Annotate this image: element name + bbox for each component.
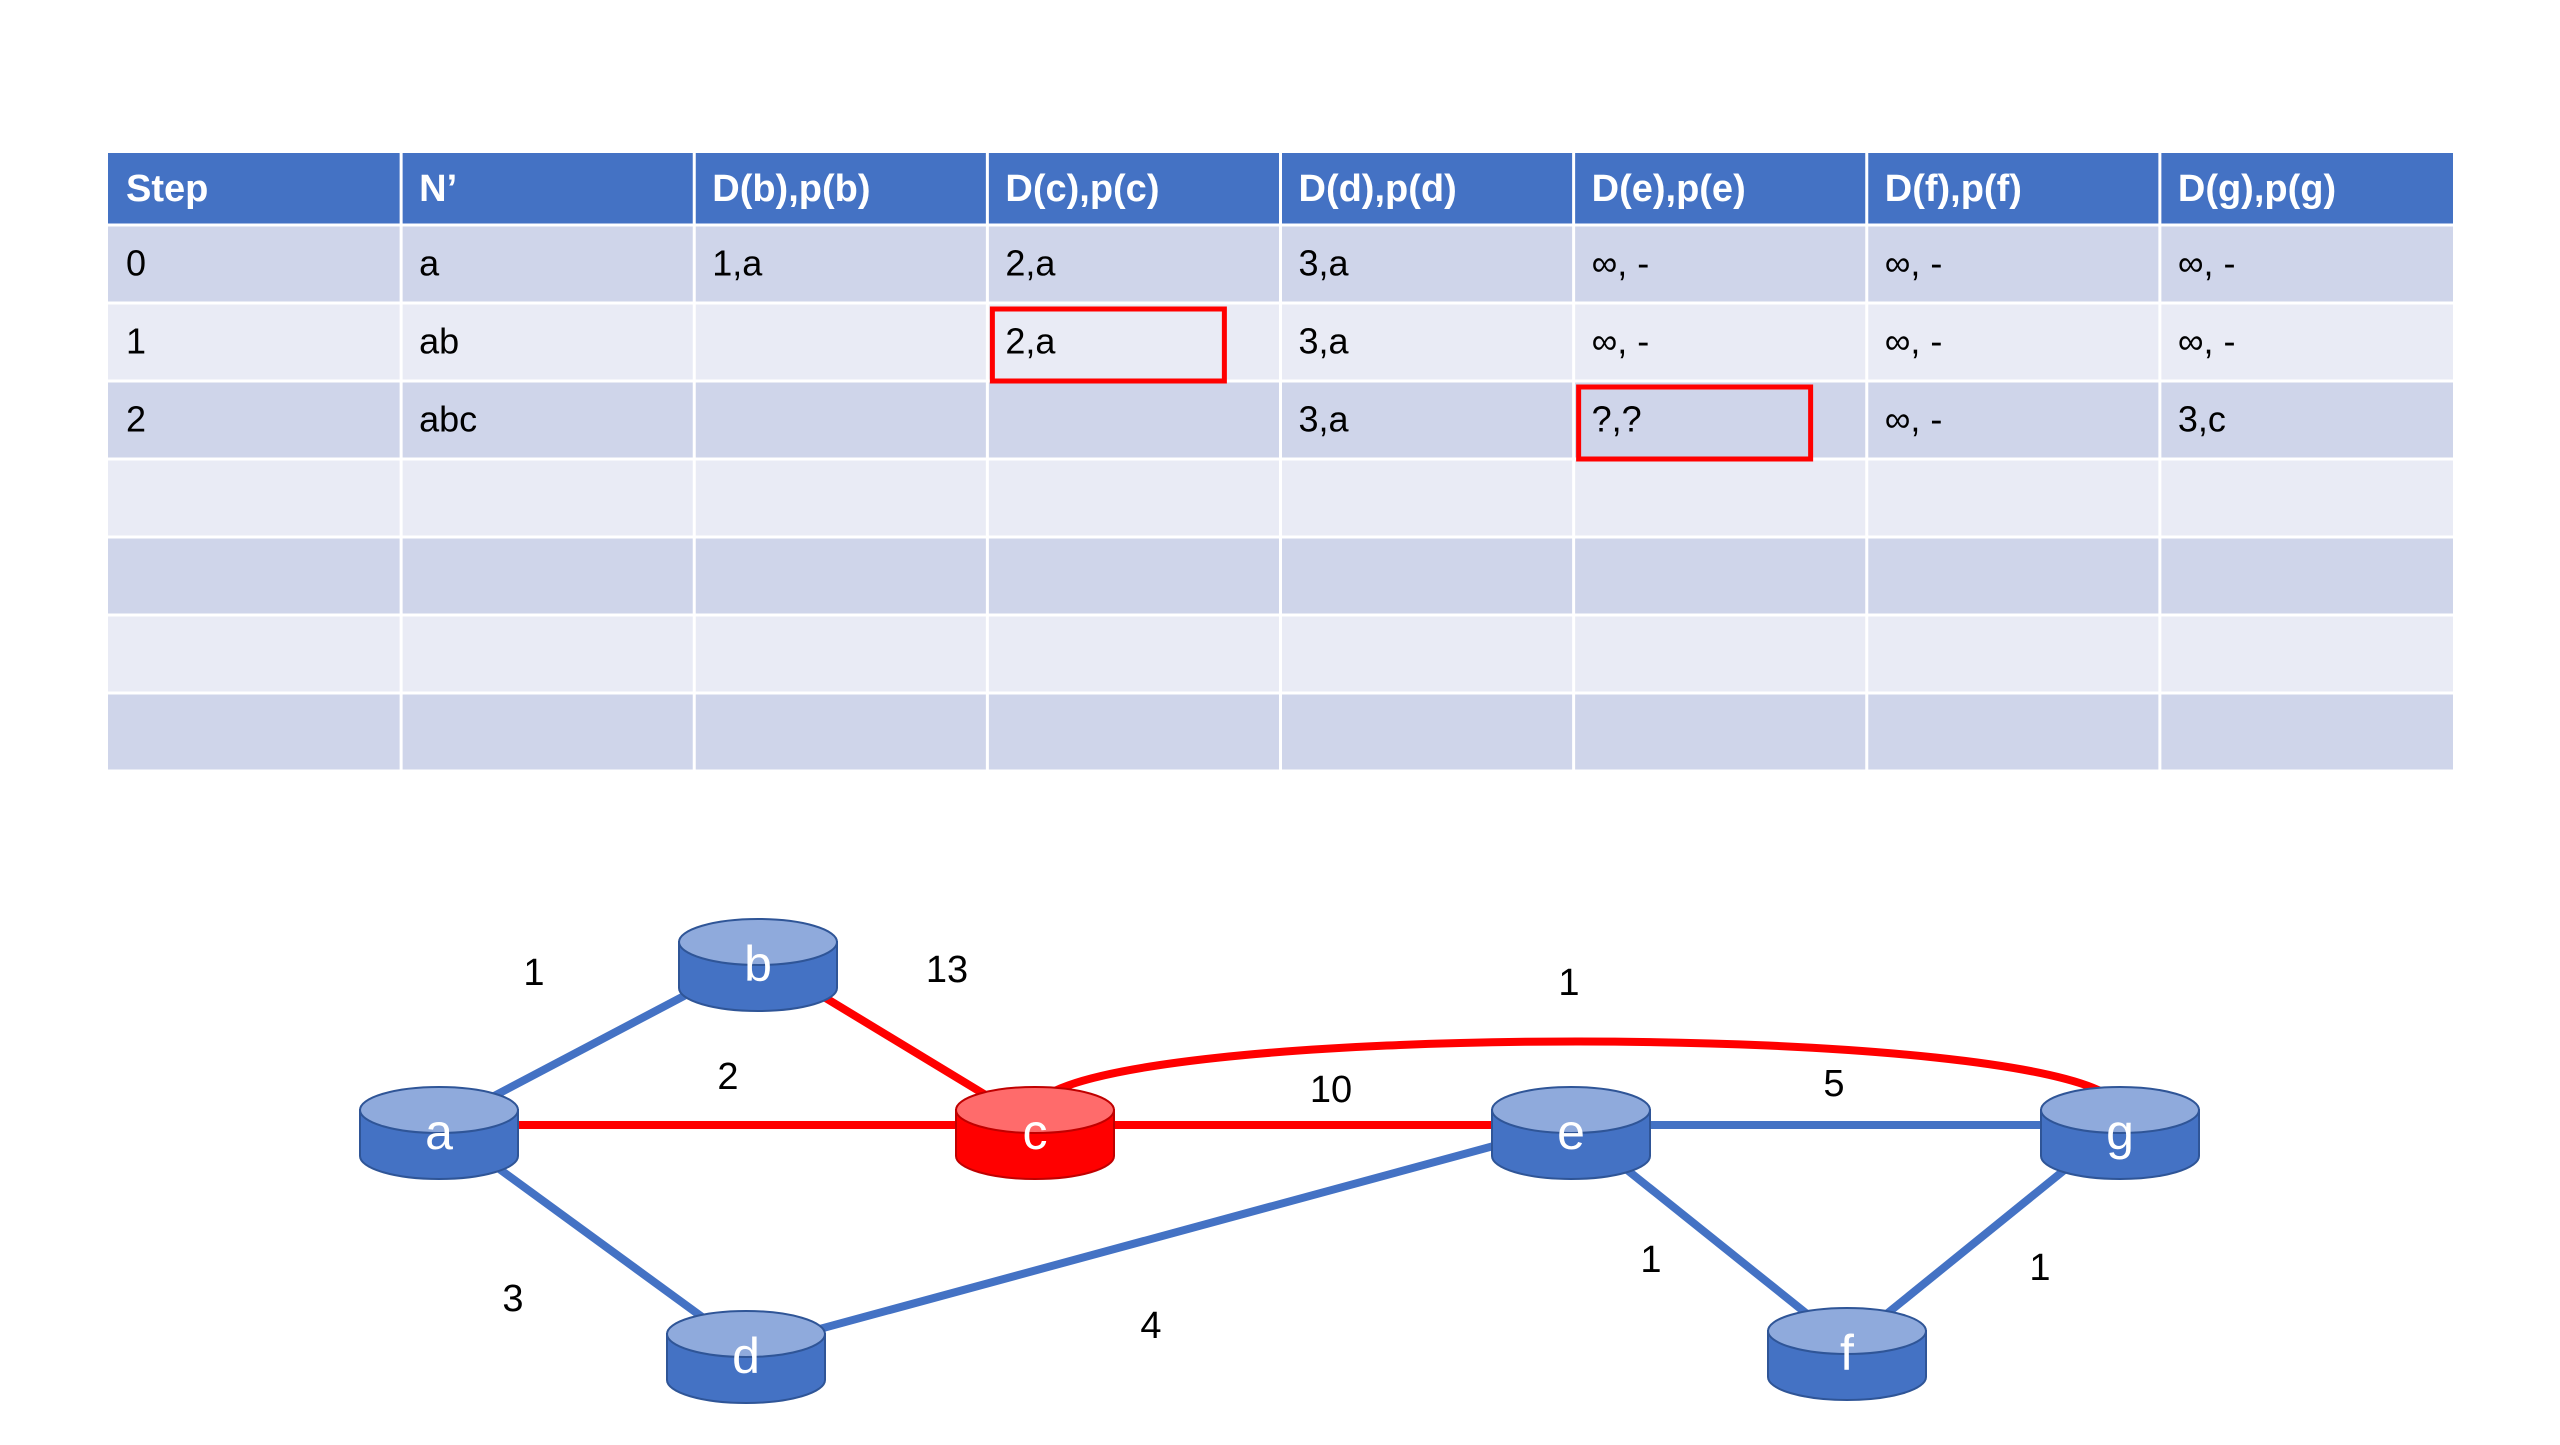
edge-weight: 1 <box>1640 1239 1661 1281</box>
node-top <box>666 1310 826 1358</box>
router-node: f <box>1767 1307 1927 1401</box>
table-cell: ∞, - <box>1885 399 1943 440</box>
node-label: d <box>732 1328 760 1384</box>
edge <box>744 1121 1573 1353</box>
table-cell: 3,a <box>1299 321 1350 362</box>
highlight-box <box>1576 384 1814 462</box>
table-cell: 3,c <box>2178 399 2226 440</box>
table-cell: ∞, - <box>1592 243 1650 284</box>
table-cell: ∞, - <box>2178 243 2236 284</box>
table-cell: ab <box>419 321 459 362</box>
edge-weight: 2 <box>717 1056 738 1098</box>
node-top <box>1491 1086 1651 1134</box>
table-cell: 2,a <box>1005 321 1056 362</box>
node-label: b <box>744 936 772 992</box>
edge-weight: 5 <box>1823 1063 1844 1105</box>
node-label: c <box>1023 1104 1048 1160</box>
node-top <box>2040 1086 2200 1134</box>
table-cell: 2,a <box>1005 243 1056 284</box>
edge-weight: 13 <box>926 949 968 991</box>
table-cell: 0 <box>126 243 146 284</box>
header-cell: D(f),p(f) <box>1885 168 2022 210</box>
table-cell: abc <box>419 399 477 440</box>
edge-weight: 1 <box>1558 962 1579 1004</box>
table-cell: 1 <box>126 321 146 362</box>
table-cell: ∞, - <box>2178 321 2236 362</box>
edge-weight: 10 <box>1310 1069 1352 1111</box>
header-cell: D(e),p(e) <box>1592 168 1746 210</box>
header-cell: N’ <box>419 168 457 210</box>
node-top <box>955 1086 1115 1134</box>
router-node: b <box>678 918 838 1012</box>
node-top <box>359 1086 519 1134</box>
table-cell: a <box>419 243 440 284</box>
table-cell: 2 <box>126 399 146 440</box>
edge-weight: 3 <box>502 1278 523 1320</box>
router-node: g <box>2040 1086 2200 1180</box>
header-cell: D(g),p(g) <box>2178 168 2336 210</box>
node-label: g <box>2106 1104 2134 1160</box>
table-cell: 3,a <box>1299 243 1350 284</box>
table-cell: 3,a <box>1299 399 1350 440</box>
table-cell: 1,a <box>712 243 763 284</box>
header-cell: D(d),p(d) <box>1299 168 1457 210</box>
node-top <box>678 918 838 966</box>
header-cell: D(c),p(c) <box>1005 168 1159 210</box>
table-cell: ∞, - <box>1592 321 1650 362</box>
table-cell: ?,? <box>1592 399 1642 440</box>
table-cell: ∞, - <box>1885 243 1943 284</box>
highlight-box <box>989 306 1227 384</box>
node-label: f <box>1840 1325 1854 1381</box>
router-node: e <box>1491 1086 1651 1180</box>
router-node: d <box>666 1310 826 1404</box>
router-node: a <box>359 1086 519 1180</box>
edge <box>1031 1037 2124 1109</box>
router-node: c <box>955 1086 1115 1180</box>
node-label: a <box>425 1104 453 1160</box>
table-cell: ∞, - <box>1885 321 1943 362</box>
header-cell: Step <box>126 168 208 210</box>
edge-weight: 4 <box>1140 1305 1161 1347</box>
edge-weight: 1 <box>523 952 544 994</box>
node-label: e <box>1557 1104 1585 1160</box>
edge-weight: 1 <box>2029 1247 2050 1289</box>
header-cell: D(b),p(b) <box>712 168 870 210</box>
node-top <box>1767 1307 1927 1355</box>
